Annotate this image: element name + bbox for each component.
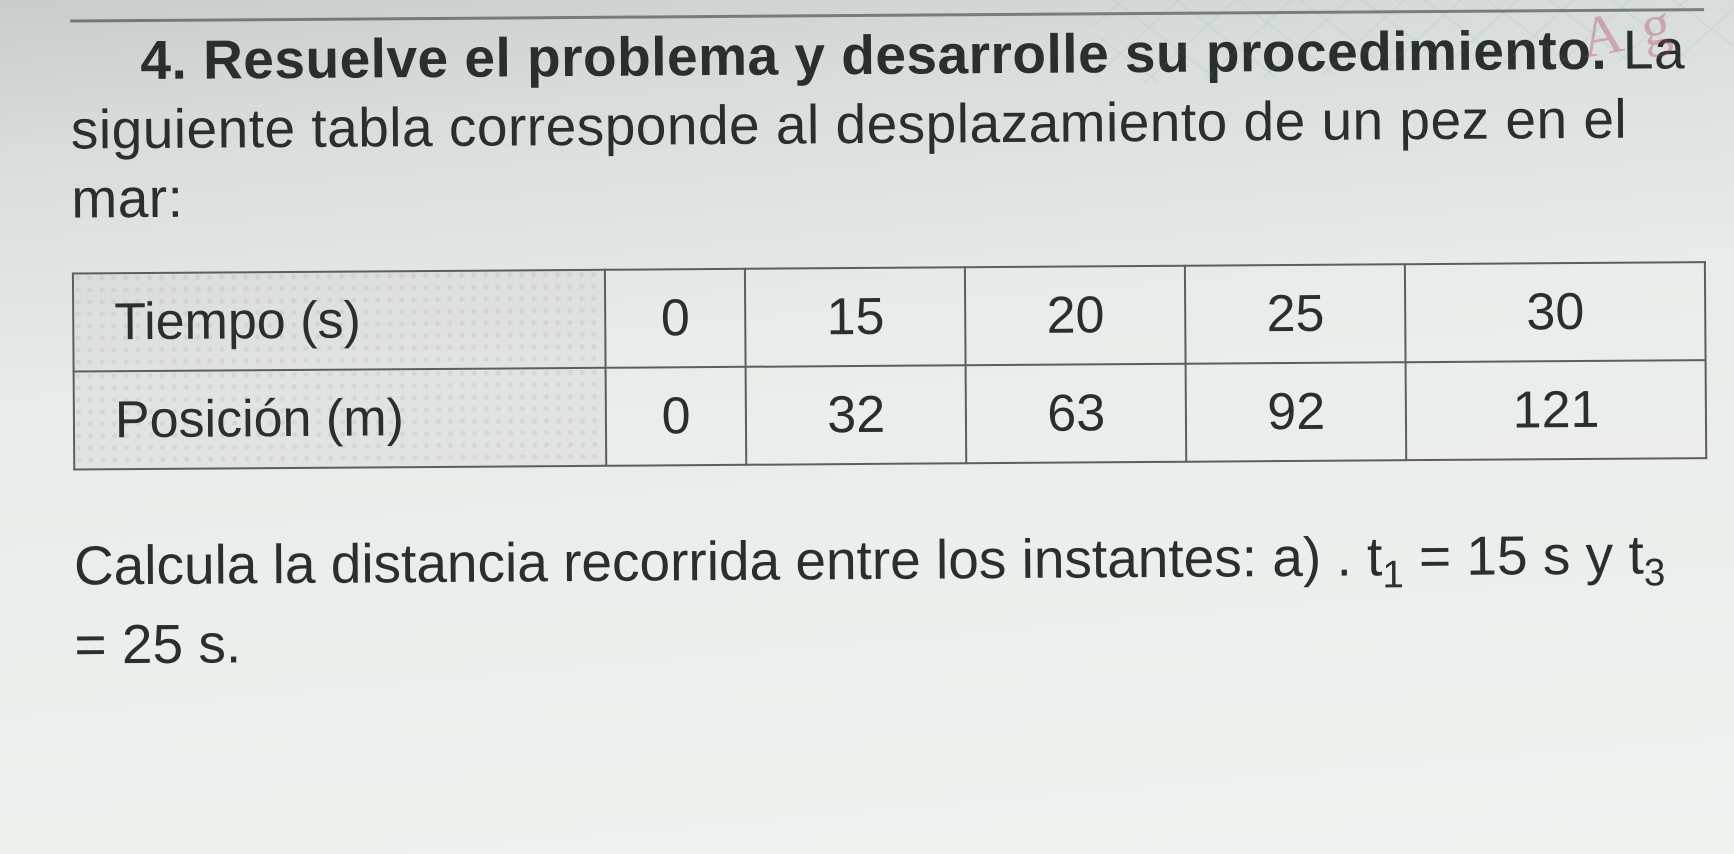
displacement-table: Tiempo (s) 0 15 20 25 30 Posición (m) 0 … <box>72 261 1707 470</box>
table-cell: 20 <box>965 266 1186 366</box>
question-text: Calcula la distancia recorrida entre los… <box>74 519 1709 681</box>
problem-statement: 4. Resuelve el problema y desarrolle su … <box>70 15 1705 233</box>
table-cell: 32 <box>746 366 967 466</box>
table-cell: 15 <box>745 268 966 368</box>
table-cell: 63 <box>966 364 1187 464</box>
row-header-time: Tiempo (s) <box>73 270 606 372</box>
table-cell: 121 <box>1406 360 1706 460</box>
t3-value: = 25 s. <box>74 613 241 676</box>
var-t1-sub: 1 <box>1382 553 1404 596</box>
table-cell: 92 <box>1186 362 1407 462</box>
var-t3-sub: 3 <box>1644 552 1666 595</box>
table-row: Tiempo (s) 0 15 20 25 30 <box>73 262 1706 371</box>
row-header-position: Posición (m) <box>74 368 607 470</box>
var-t1: t <box>1367 526 1383 588</box>
table-cell: 30 <box>1405 262 1705 362</box>
worksheet-page: A g 4. Resuelve el problema y desarrolle… <box>0 0 1734 854</box>
table-row: Posición (m) 0 32 63 92 121 <box>74 360 1707 469</box>
question-prefix: Calcula la distancia recorrida entre los… <box>74 526 1368 597</box>
table-cell: 25 <box>1185 264 1406 364</box>
var-t3: t <box>1628 524 1644 586</box>
problem-title: Resuelve el problema y desarrolle su pro… <box>203 19 1607 91</box>
table-cell: 0 <box>605 269 746 368</box>
problem-number: 4. <box>140 29 187 91</box>
t1-value: = 15 s y <box>1404 524 1629 588</box>
table-cell: 0 <box>606 367 747 466</box>
